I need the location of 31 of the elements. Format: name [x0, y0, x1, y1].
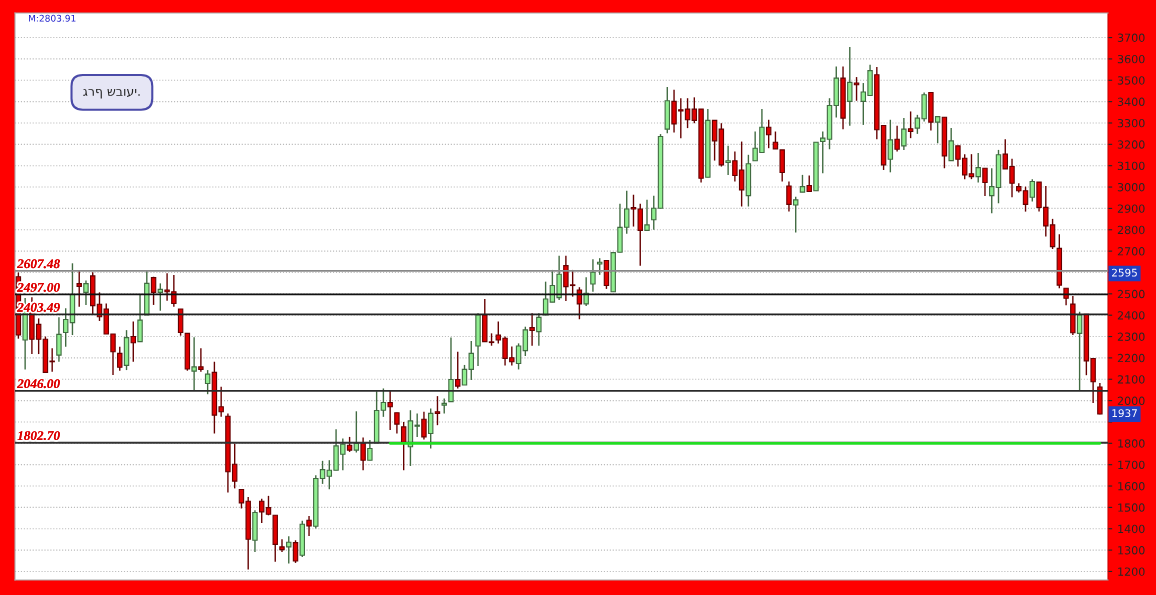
y-tick-label: 3500	[1117, 76, 1145, 85]
y-tick-label: 3200	[1117, 140, 1145, 149]
y-tick-label: 2000	[1117, 396, 1145, 405]
y-tick-label: 1400	[1118, 524, 1145, 534]
ref-line-label: 2046.00	[17, 379, 60, 389]
y-tick-label: 2900	[1117, 204, 1145, 213]
y-tick-label: 3300	[1117, 118, 1145, 128]
y-tick-label: 2200	[1117, 353, 1145, 363]
y-tick-label: 1300	[1118, 546, 1145, 555]
annotation: 2595	[1112, 268, 1137, 277]
ref-line-label: 2607.48	[17, 259, 60, 269]
y-tick-label: 3000	[1117, 183, 1145, 192]
y-tick-label: 2500	[1117, 289, 1145, 299]
y-tick-label: 1600	[1118, 482, 1145, 491]
annotation: M:2803.91	[29, 14, 76, 22]
y-tick-label: 1500	[1118, 503, 1145, 512]
y-tick-label: 2300	[1117, 332, 1145, 341]
y-tick-label: 1200	[1118, 567, 1145, 576]
y-tick-label: 3600	[1117, 54, 1145, 64]
y-tick-label: 3400	[1117, 97, 1145, 107]
y-tick-label: 2100	[1117, 375, 1145, 384]
ref-line-label: 1802.70	[17, 431, 60, 441]
y-tick-label: 2800	[1117, 225, 1145, 235]
y-tick-label: 3100	[1117, 161, 1145, 171]
y-tick-label: 2400	[1117, 311, 1145, 320]
annotation: 1937	[1112, 409, 1137, 418]
annotation: גרף שבועי.	[83, 88, 140, 99]
y-tick-label: 2700	[1117, 247, 1145, 256]
y-tick-label: 3700	[1117, 33, 1145, 42]
y-tick-label: 1700	[1118, 460, 1145, 470]
y-tick-label: 1800	[1118, 439, 1145, 448]
